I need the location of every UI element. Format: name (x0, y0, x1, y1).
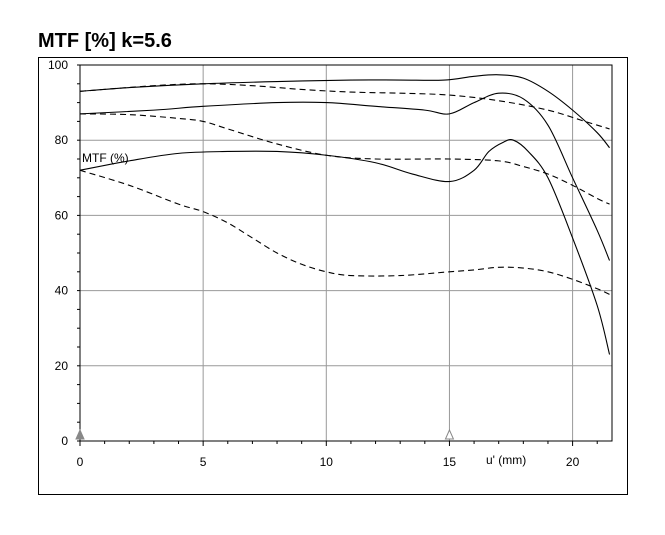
inner-mtf-label: MTF (%) (82, 151, 129, 165)
x-tick-label: 15 (443, 455, 457, 469)
y-tick-label: 100 (48, 58, 68, 72)
solid-series-line-5 (79, 139, 611, 355)
y-tick-label: 60 (55, 208, 69, 222)
y-tick-label: 0 (61, 434, 68, 448)
dashed-series-line-2 (79, 83, 610, 130)
y-tick-label: 80 (55, 133, 69, 147)
x-tick-label: 10 (320, 455, 334, 469)
dashed-series-line-6 (79, 169, 610, 295)
x-tick-label: 5 (200, 455, 207, 469)
plot-area (80, 65, 612, 441)
chart-title: MTF [%] k=5.6 (38, 30, 172, 52)
solid-series-line-3 (79, 92, 611, 261)
x-tick-label: 0 (77, 455, 84, 469)
x-tick-label: 20 (566, 455, 580, 469)
chart-frame (38, 57, 628, 495)
y-tick-label: 20 (55, 359, 69, 373)
x-axis-label: u' (mm) (486, 453, 526, 467)
filled-triangle-marker (75, 428, 85, 440)
open-triangle-marker (444, 428, 455, 440)
dashed-series-line-4 (79, 113, 610, 205)
y-tick-label: 40 (55, 284, 69, 298)
